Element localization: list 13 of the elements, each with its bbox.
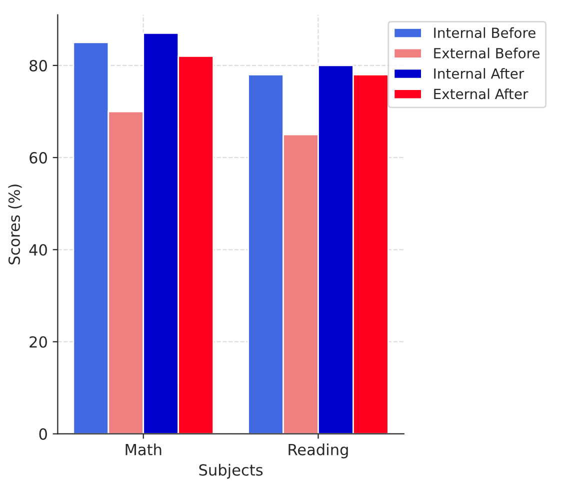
x-tick-label: Reading <box>288 444 348 458</box>
y-tick-label: 20 <box>30 336 47 348</box>
y-tick-label: 40 <box>29 244 47 256</box>
y-tick-label: 80 <box>30 60 47 72</box>
legend-label: Internal After <box>434 68 524 79</box>
y-axis-title: Scores (%) <box>8 184 22 264</box>
legend-label: Internal Before <box>434 27 536 38</box>
y-tick-label: 0 <box>39 428 47 440</box>
x-tick-label: Math <box>126 444 162 456</box>
x-axis-title: Subjects <box>199 464 263 479</box>
legend-label: External After <box>434 88 528 100</box>
legend-label: External Before <box>434 48 540 58</box>
y-tick-label: 60 <box>30 152 47 164</box>
